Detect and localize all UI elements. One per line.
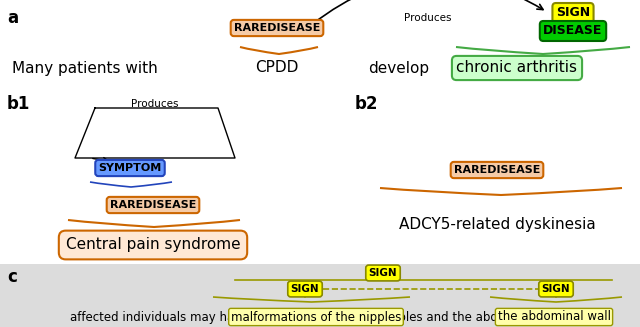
Text: RAREDISEASE: RAREDISEASE — [234, 23, 320, 33]
Text: Produces: Produces — [404, 13, 452, 23]
Text: SIGN: SIGN — [291, 284, 319, 294]
Text: Produces: Produces — [131, 99, 179, 109]
Text: SIGN: SIGN — [369, 268, 397, 278]
Text: SIGN: SIGN — [541, 284, 570, 294]
Text: the abdominal wall: the abdominal wall — [497, 311, 611, 323]
Text: SYMPTOM: SYMPTOM — [99, 163, 162, 173]
Text: Many patients with: Many patients with — [12, 60, 157, 76]
Text: SIGN: SIGN — [556, 7, 590, 20]
Text: RAREDISEASE: RAREDISEASE — [110, 200, 196, 210]
Text: ADCY5-related dyskinesia: ADCY5-related dyskinesia — [399, 217, 595, 232]
Text: develop: develop — [368, 60, 429, 76]
Text: b1: b1 — [7, 95, 30, 113]
FancyBboxPatch shape — [0, 264, 640, 327]
Text: chronic arthritis: chronic arthritis — [456, 60, 577, 76]
Text: DISEASE: DISEASE — [543, 25, 603, 38]
Text: affected individuals may have malformations of the nipples and the abdominal wal: affected individuals may have malformati… — [70, 311, 570, 323]
Text: b2: b2 — [355, 95, 378, 113]
Text: RAREDISEASE: RAREDISEASE — [454, 165, 540, 175]
Text: a: a — [7, 9, 18, 27]
Text: malformations of the nipples: malformations of the nipples — [231, 311, 401, 323]
Text: c: c — [7, 268, 17, 286]
Text: Central pain syndrome: Central pain syndrome — [66, 237, 240, 252]
Text: CPDD: CPDD — [255, 60, 299, 76]
